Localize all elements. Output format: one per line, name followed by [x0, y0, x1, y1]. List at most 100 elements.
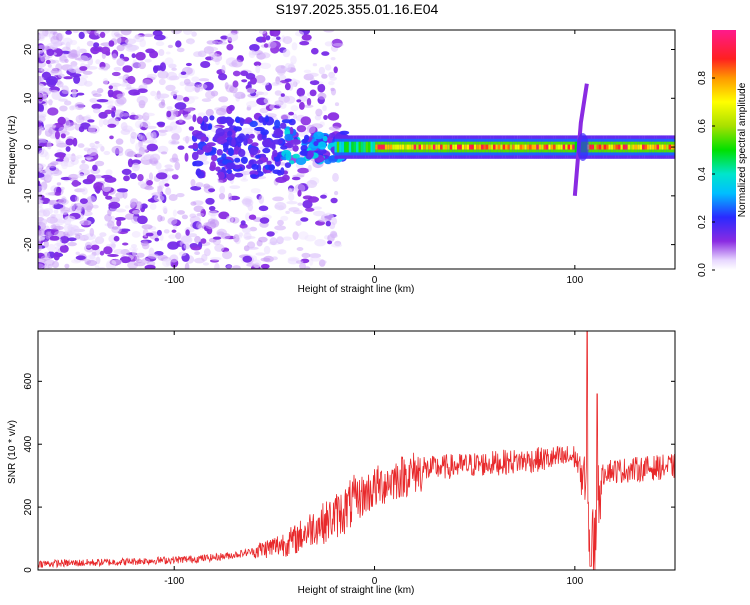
heatmap-line-segment	[519, 144, 523, 150]
heatmap-noise-blob	[259, 52, 271, 59]
heatmap-noise-blob	[38, 228, 45, 237]
heatmap-noise-blob	[220, 35, 229, 40]
heatmap-line-segment	[339, 144, 342, 150]
heatmap-noise-blob	[205, 108, 214, 117]
heatmap-noise-blob	[38, 149, 49, 158]
heatmap-line-segment	[382, 144, 386, 150]
heatmap-noise-blob	[79, 66, 88, 71]
heatmap-line-segment	[375, 144, 378, 150]
heatmap-noise-blob	[303, 104, 314, 108]
heatmap-noise-blob	[104, 214, 112, 222]
heatmap-noise-blob	[140, 120, 151, 128]
heatmap-noise-blob	[62, 37, 73, 46]
heatmap-core-blob	[210, 161, 216, 170]
heatmap-noise-blob	[226, 43, 234, 51]
heatmap-noise-blob	[93, 42, 100, 48]
heatmap-noise-blob	[240, 70, 249, 77]
heatmap-noise-blob	[58, 73, 65, 79]
heatmap-noise-blob	[120, 129, 131, 135]
heatmap-line-segment	[651, 144, 655, 150]
heatmap-core-blob	[318, 141, 327, 150]
heatmap-noise-blob	[164, 183, 170, 187]
heatmap-line-segment	[476, 144, 479, 150]
heatmap-noise-blob	[109, 104, 115, 109]
heatmap-noise-blob	[323, 212, 334, 222]
heatmap-noise-blob	[92, 93, 102, 97]
heatmap-noise-blob	[157, 185, 164, 190]
heatmap-noise-blob	[246, 101, 258, 108]
heatmap-noise-blob	[38, 172, 45, 178]
heatmap-noise-blob	[67, 237, 77, 242]
heatmap-noise-blob	[116, 188, 129, 193]
heatmap-noise-blob	[102, 30, 110, 34]
heatmap-noise-blob	[160, 151, 168, 155]
heatmap-line-segment	[416, 144, 419, 150]
heatmap-noise-blob	[259, 217, 270, 224]
heatmap-noise-blob	[78, 126, 85, 133]
heatmap-noise-blob	[99, 232, 107, 238]
heatmap-core-blob	[216, 149, 223, 156]
heatmap-noise-blob	[39, 142, 46, 147]
heatmap-noise-blob	[86, 147, 98, 157]
heatmap-noise-blob	[84, 80, 93, 87]
heatmap-noise-blob	[331, 217, 338, 225]
heatmap-noise-blob	[164, 164, 173, 169]
heatmap-noise-blob	[102, 119, 109, 126]
heatmap-noise-blob	[122, 242, 129, 246]
heatmap-noise-blob	[168, 234, 177, 239]
heatmap-line-segment	[555, 144, 559, 150]
heatmap-noise-blob	[307, 164, 312, 172]
heatmap-noise-blob	[251, 255, 257, 262]
heatmap-noise-blob	[210, 257, 222, 261]
heatmap-core-blob	[284, 162, 292, 169]
heatmap-noise-blob	[178, 251, 187, 257]
heatmap-line-segment	[572, 144, 575, 150]
heatmap-noise-blob	[306, 98, 312, 106]
heatmap-noise-blob	[134, 255, 140, 262]
heatmap-noise-blob	[211, 40, 219, 45]
heatmap-noise-blob	[135, 142, 141, 151]
heatmap-line-segment	[394, 144, 398, 150]
heatmap-core-blob	[221, 153, 227, 160]
heatmap-noise-blob	[47, 107, 59, 116]
heatmap-core-blob	[292, 145, 299, 152]
heatmap-core-blob	[295, 157, 307, 166]
heatmap-core-blob	[237, 141, 242, 148]
heatmap-core-blob	[249, 159, 254, 166]
heatmap-noise-blob	[38, 127, 42, 136]
heatmap-noise-blob	[68, 122, 78, 126]
heatmap-line-segment	[550, 144, 554, 150]
heatmap-noise-blob	[61, 89, 70, 95]
heatmap-x-tick-label: 0	[372, 275, 378, 286]
heatmap-noise-blob	[312, 206, 322, 210]
heatmap-noise-blob	[193, 205, 204, 213]
heatmap-noise-blob	[292, 231, 299, 241]
heatmap-noise-blob	[228, 104, 235, 112]
heatmap-core-blob	[256, 160, 264, 165]
heatmap-line-segment	[534, 144, 537, 150]
heatmap-noise-blob	[254, 75, 266, 84]
heatmap-noise-blob	[309, 89, 317, 97]
heatmap-noise-blob	[131, 231, 141, 238]
heatmap-line-segment	[418, 144, 422, 150]
heatmap-noise-blob	[46, 140, 52, 150]
heatmap-noise-blob	[263, 43, 269, 48]
heatmap-noise-blob	[92, 164, 98, 171]
heatmap-noise-blob	[101, 183, 112, 193]
heatmap-noise-blob	[137, 174, 144, 182]
heatmap-line-segment	[567, 144, 571, 150]
heatmap-noise-blob	[150, 153, 161, 162]
heatmap-noise-blob	[179, 81, 186, 86]
heatmap-noise-blob	[189, 213, 197, 219]
heatmap-noise-blob	[254, 91, 265, 96]
heatmap-noise-blob	[75, 251, 80, 255]
heatmap-noise-blob	[116, 57, 125, 67]
heatmap-noise-blob	[274, 225, 286, 231]
heatmap-noise-blob	[190, 246, 202, 251]
heatmap-noise-blob	[111, 53, 117, 60]
snr-y-axis-label: SNR (10 * v/v)	[7, 420, 18, 484]
heatmap-noise-blob	[50, 69, 60, 74]
heatmap-core-blob	[292, 153, 300, 159]
colorbar-tick-label: 0.8	[697, 71, 708, 85]
